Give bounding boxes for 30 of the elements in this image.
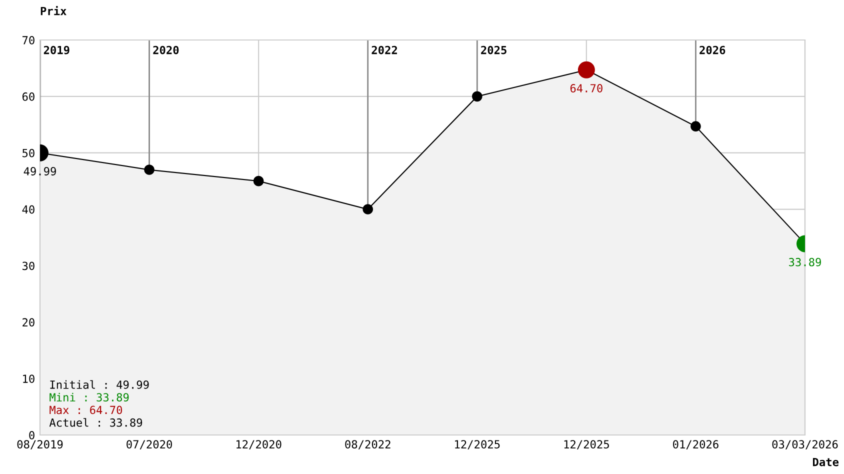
y-tick-label: 60 (22, 92, 34, 101)
y-tick-label: 10 (23, 374, 34, 383)
annotation: Initial : 49.99 (50, 380, 149, 389)
x-tick-label: 07/2020 (126, 440, 172, 450)
ref-line-label: 2020 (153, 46, 179, 54)
y-tick-label: 30 (22, 262, 34, 270)
y-tick-label: 0 (29, 431, 34, 440)
x-tick-label: 12/2020 (236, 440, 282, 450)
x-tick-label: 01/2026 (673, 440, 718, 450)
data-label: 33.89 (789, 258, 821, 266)
data-label: 49.99 (24, 167, 56, 176)
ref-line-label: 2019 (44, 46, 70, 54)
x-tick-label: 12/2025 (455, 440, 500, 450)
ref-line-label: 2026 (700, 46, 726, 54)
y-tick-label: 40 (22, 205, 34, 214)
data-label: 64.70 (570, 84, 602, 92)
y-tick-label: 70 (22, 36, 34, 44)
ref-line-label: 2022 (372, 46, 397, 54)
y-tick-label: 50 (22, 148, 34, 158)
annotation: Max : 64.70 (50, 406, 122, 414)
y-axis-title: Prix (40, 6, 66, 16)
x-tick-label: 08/2019 (17, 440, 63, 450)
annotation: Actuel : 33.89 (49, 418, 142, 427)
x-tick-label: 03/03/2026 (772, 440, 838, 450)
x-tick-label: 08/2022 (345, 440, 390, 450)
ref-line-label: 2025 (481, 46, 506, 54)
annotation: Mini : 33.89 (50, 392, 129, 402)
y-tick-label: 20 (22, 318, 34, 327)
x-tick-label: 12/2025 (564, 440, 609, 450)
x-axis-title: Date (812, 458, 839, 466)
